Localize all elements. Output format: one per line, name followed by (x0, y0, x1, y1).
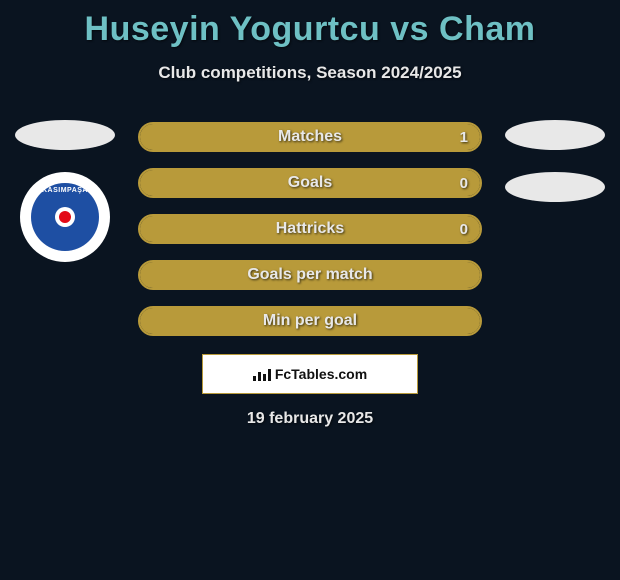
stat-bar: Hattricks 0 (138, 214, 482, 244)
brand-name: FcTables.com (275, 366, 367, 382)
snapshot-date: 19 february 2025 (0, 410, 620, 428)
right-player-column (500, 120, 610, 224)
right-player-avatar-placeholder (505, 120, 605, 150)
bar-label: Min per goal (263, 312, 357, 330)
stat-bar: Goals per match (138, 260, 482, 290)
right-club-badge-placeholder (505, 172, 605, 202)
turkey-flag-icon (55, 207, 75, 227)
chart-icon (253, 367, 271, 381)
bar-label: Goals (288, 174, 332, 192)
bar-label: Goals per match (247, 266, 372, 284)
bar-value-right: 0 (460, 221, 468, 238)
bar-label: Matches (278, 128, 342, 146)
comparison-bars: Matches 1 Goals 0 Hattricks 0 Goals per match M… (138, 122, 482, 352)
left-player-avatar-placeholder (15, 120, 115, 150)
brand-footer[interactable]: FcTables.com (202, 354, 418, 394)
left-player-column: KASIMPAŞA (10, 120, 120, 262)
page-subtitle: Club competitions, Season 2024/2025 (0, 63, 620, 83)
stat-bar: Matches 1 (138, 122, 482, 152)
page-title: Huseyin Yogurtcu vs Cham (0, 0, 620, 49)
stat-bar: Min per goal (138, 306, 482, 336)
bar-value-right: 1 (460, 129, 468, 146)
left-club-badge: KASIMPAŞA (20, 172, 110, 262)
stat-bar: Goals 0 (138, 168, 482, 198)
left-club-name: KASIMPAŞA (31, 187, 99, 194)
bar-label: Hattricks (276, 220, 344, 238)
bar-value-right: 0 (460, 175, 468, 192)
